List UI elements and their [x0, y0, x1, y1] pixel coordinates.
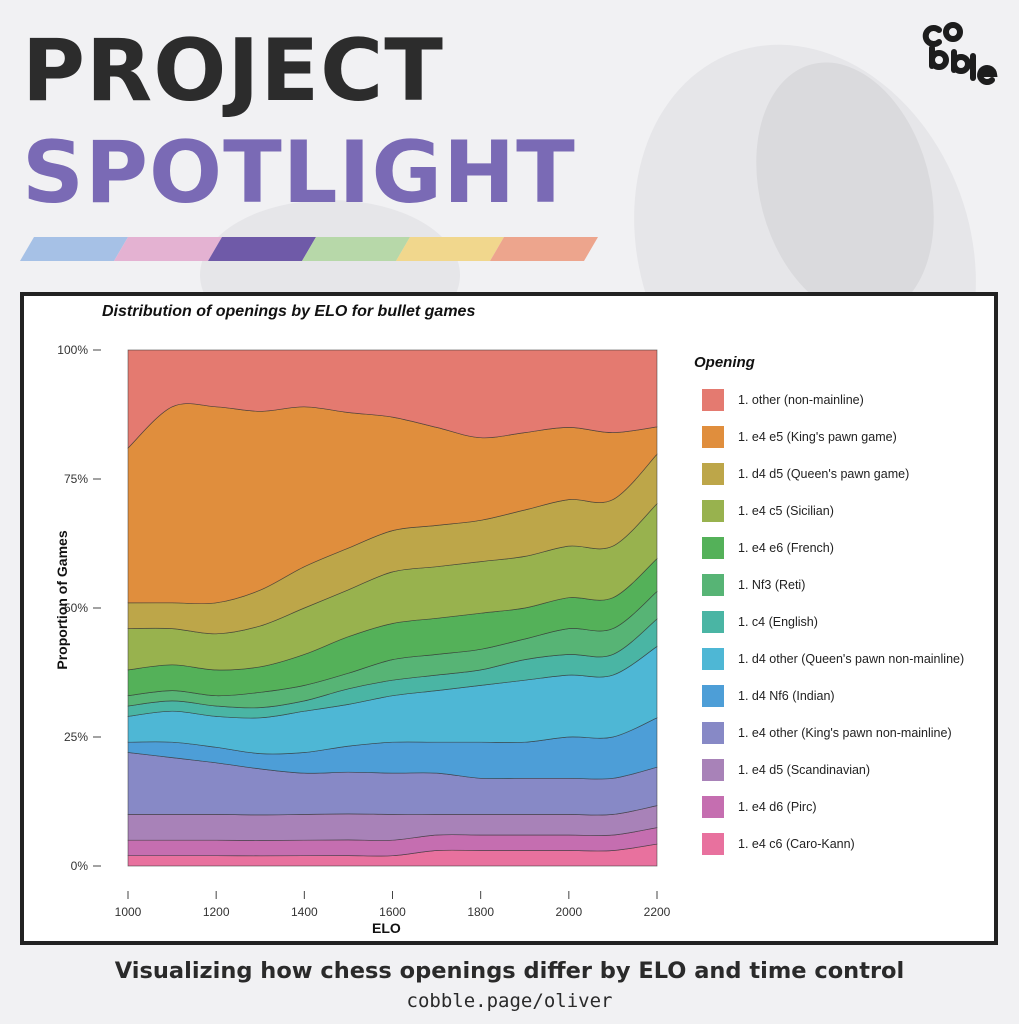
cobble-logo: [922, 22, 998, 85]
stripe-segment: [208, 237, 316, 261]
legend-label: 1. e4 other (King's pawn non-mainline): [738, 725, 952, 740]
legend-swatch: [702, 536, 724, 559]
legend-swatch: [702, 573, 724, 596]
x-tick-label: 1800: [467, 905, 494, 919]
legend-item: 1. d4 Nf6 (Indian): [692, 677, 964, 714]
area-series: [127, 349, 658, 449]
chart-title: Distribution of openings by ELO for bull…: [102, 303, 476, 320]
legend-item: 1. e4 c6 (Caro-Kann): [692, 825, 964, 862]
legend-swatch: [702, 499, 724, 522]
legend-label: 1. e4 d5 (Scandinavian): [738, 762, 871, 777]
legend-items: 1. other (non-mainline) 1. e4 e5 (King's …: [692, 381, 964, 862]
legend-label: 1. e4 e6 (French): [738, 540, 834, 555]
x-tick-label: 2200: [644, 905, 671, 919]
legend-swatch: [702, 684, 724, 707]
y-tick-label: 50%: [64, 601, 88, 615]
x-tick-label: 1200: [203, 905, 230, 919]
legend-swatch: [702, 610, 724, 633]
legend-label: 1. e4 e5 (King's pawn game): [738, 429, 897, 444]
legend-item: 1. e4 d6 (Pirc): [692, 788, 964, 825]
legend-item: 1. d4 other (Queen's pawn non-mainline): [692, 640, 964, 677]
x-tick-label: 1600: [379, 905, 406, 919]
legend-swatch: [702, 647, 724, 670]
legend-item: 1. Nf3 (Reti): [692, 566, 964, 603]
color-stripe: [20, 237, 598, 261]
y-tick-label: 75%: [64, 472, 88, 486]
legend-swatch: [702, 832, 724, 855]
stripe-segment: [490, 237, 598, 261]
legend-item: 1. e4 d5 (Scandinavian): [692, 751, 964, 788]
page-url: cobble.page/oliver: [406, 990, 613, 1012]
legend: Opening 1. other (non-mainline) 1. e4 e5 …: [692, 354, 964, 862]
y-axis-label: Proportion of Games: [54, 530, 70, 670]
legend-swatch: [702, 758, 724, 781]
spotlight-title-line2: SPOTLIGHT: [22, 123, 576, 223]
legend-label: 1. e4 d6 (Pirc): [738, 799, 817, 814]
legend-item: 1. e4 e5 (King's pawn game): [692, 418, 964, 455]
legend-swatch: [702, 795, 724, 818]
legend-label: 1. c4 (English): [738, 614, 818, 629]
legend-item: 1. other (non-mainline): [692, 381, 964, 418]
stripe-segment: [114, 237, 222, 261]
legend-item: 1. c4 (English): [692, 603, 964, 640]
spotlight-title-line1: PROJECT: [22, 21, 444, 121]
legend-swatch: [702, 462, 724, 485]
legend-swatch: [702, 721, 724, 744]
legend-item: 1. e4 other (King's pawn non-mainline): [692, 714, 964, 751]
legend-label: 1. e4 c6 (Caro-Kann): [738, 836, 855, 851]
caption: Visualizing how chess openings differ by…: [114, 958, 905, 984]
legend-label: 1. d4 Nf6 (Indian): [738, 688, 835, 703]
stripe-segment: [20, 237, 128, 261]
y-tick-label: 0%: [71, 859, 89, 873]
y-tick-label: 100%: [57, 343, 88, 357]
legend-item: 1. e4 e6 (French): [692, 529, 964, 566]
x-tick-label: 1400: [291, 905, 318, 919]
legend-label: 1. other (non-mainline): [738, 392, 864, 407]
legend-label: 1. e4 c5 (Sicilian): [738, 503, 834, 518]
x-tick-label: 2000: [555, 905, 582, 919]
legend-label: 1. Nf3 (Reti): [738, 577, 806, 592]
legend-swatch: [702, 425, 724, 448]
x-tick-label: 1000: [115, 905, 142, 919]
stacked-area-plot: 0% 25% 50% 75% 100% 1000 1200 1400 1600 1800 2000 2…: [57, 343, 671, 919]
y-tick-label: 25%: [64, 730, 88, 744]
stripe-segment: [396, 237, 504, 261]
chart-frame: Distribution of openings by ELO for bull…: [20, 292, 998, 945]
stripe-segment: [302, 237, 410, 261]
legend-swatch: [702, 388, 724, 411]
legend-label: 1. d4 other (Queen's pawn non-mainline): [738, 651, 965, 666]
x-axis-label: ELO: [372, 920, 401, 936]
legend-item: 1. e4 c5 (Sicilian): [692, 492, 964, 529]
legend-item: 1. d4 d5 (Queen's pawn game): [692, 455, 964, 492]
legend-label: 1. d4 d5 (Queen's pawn game): [738, 466, 910, 481]
legend-title: Opening: [694, 354, 755, 371]
